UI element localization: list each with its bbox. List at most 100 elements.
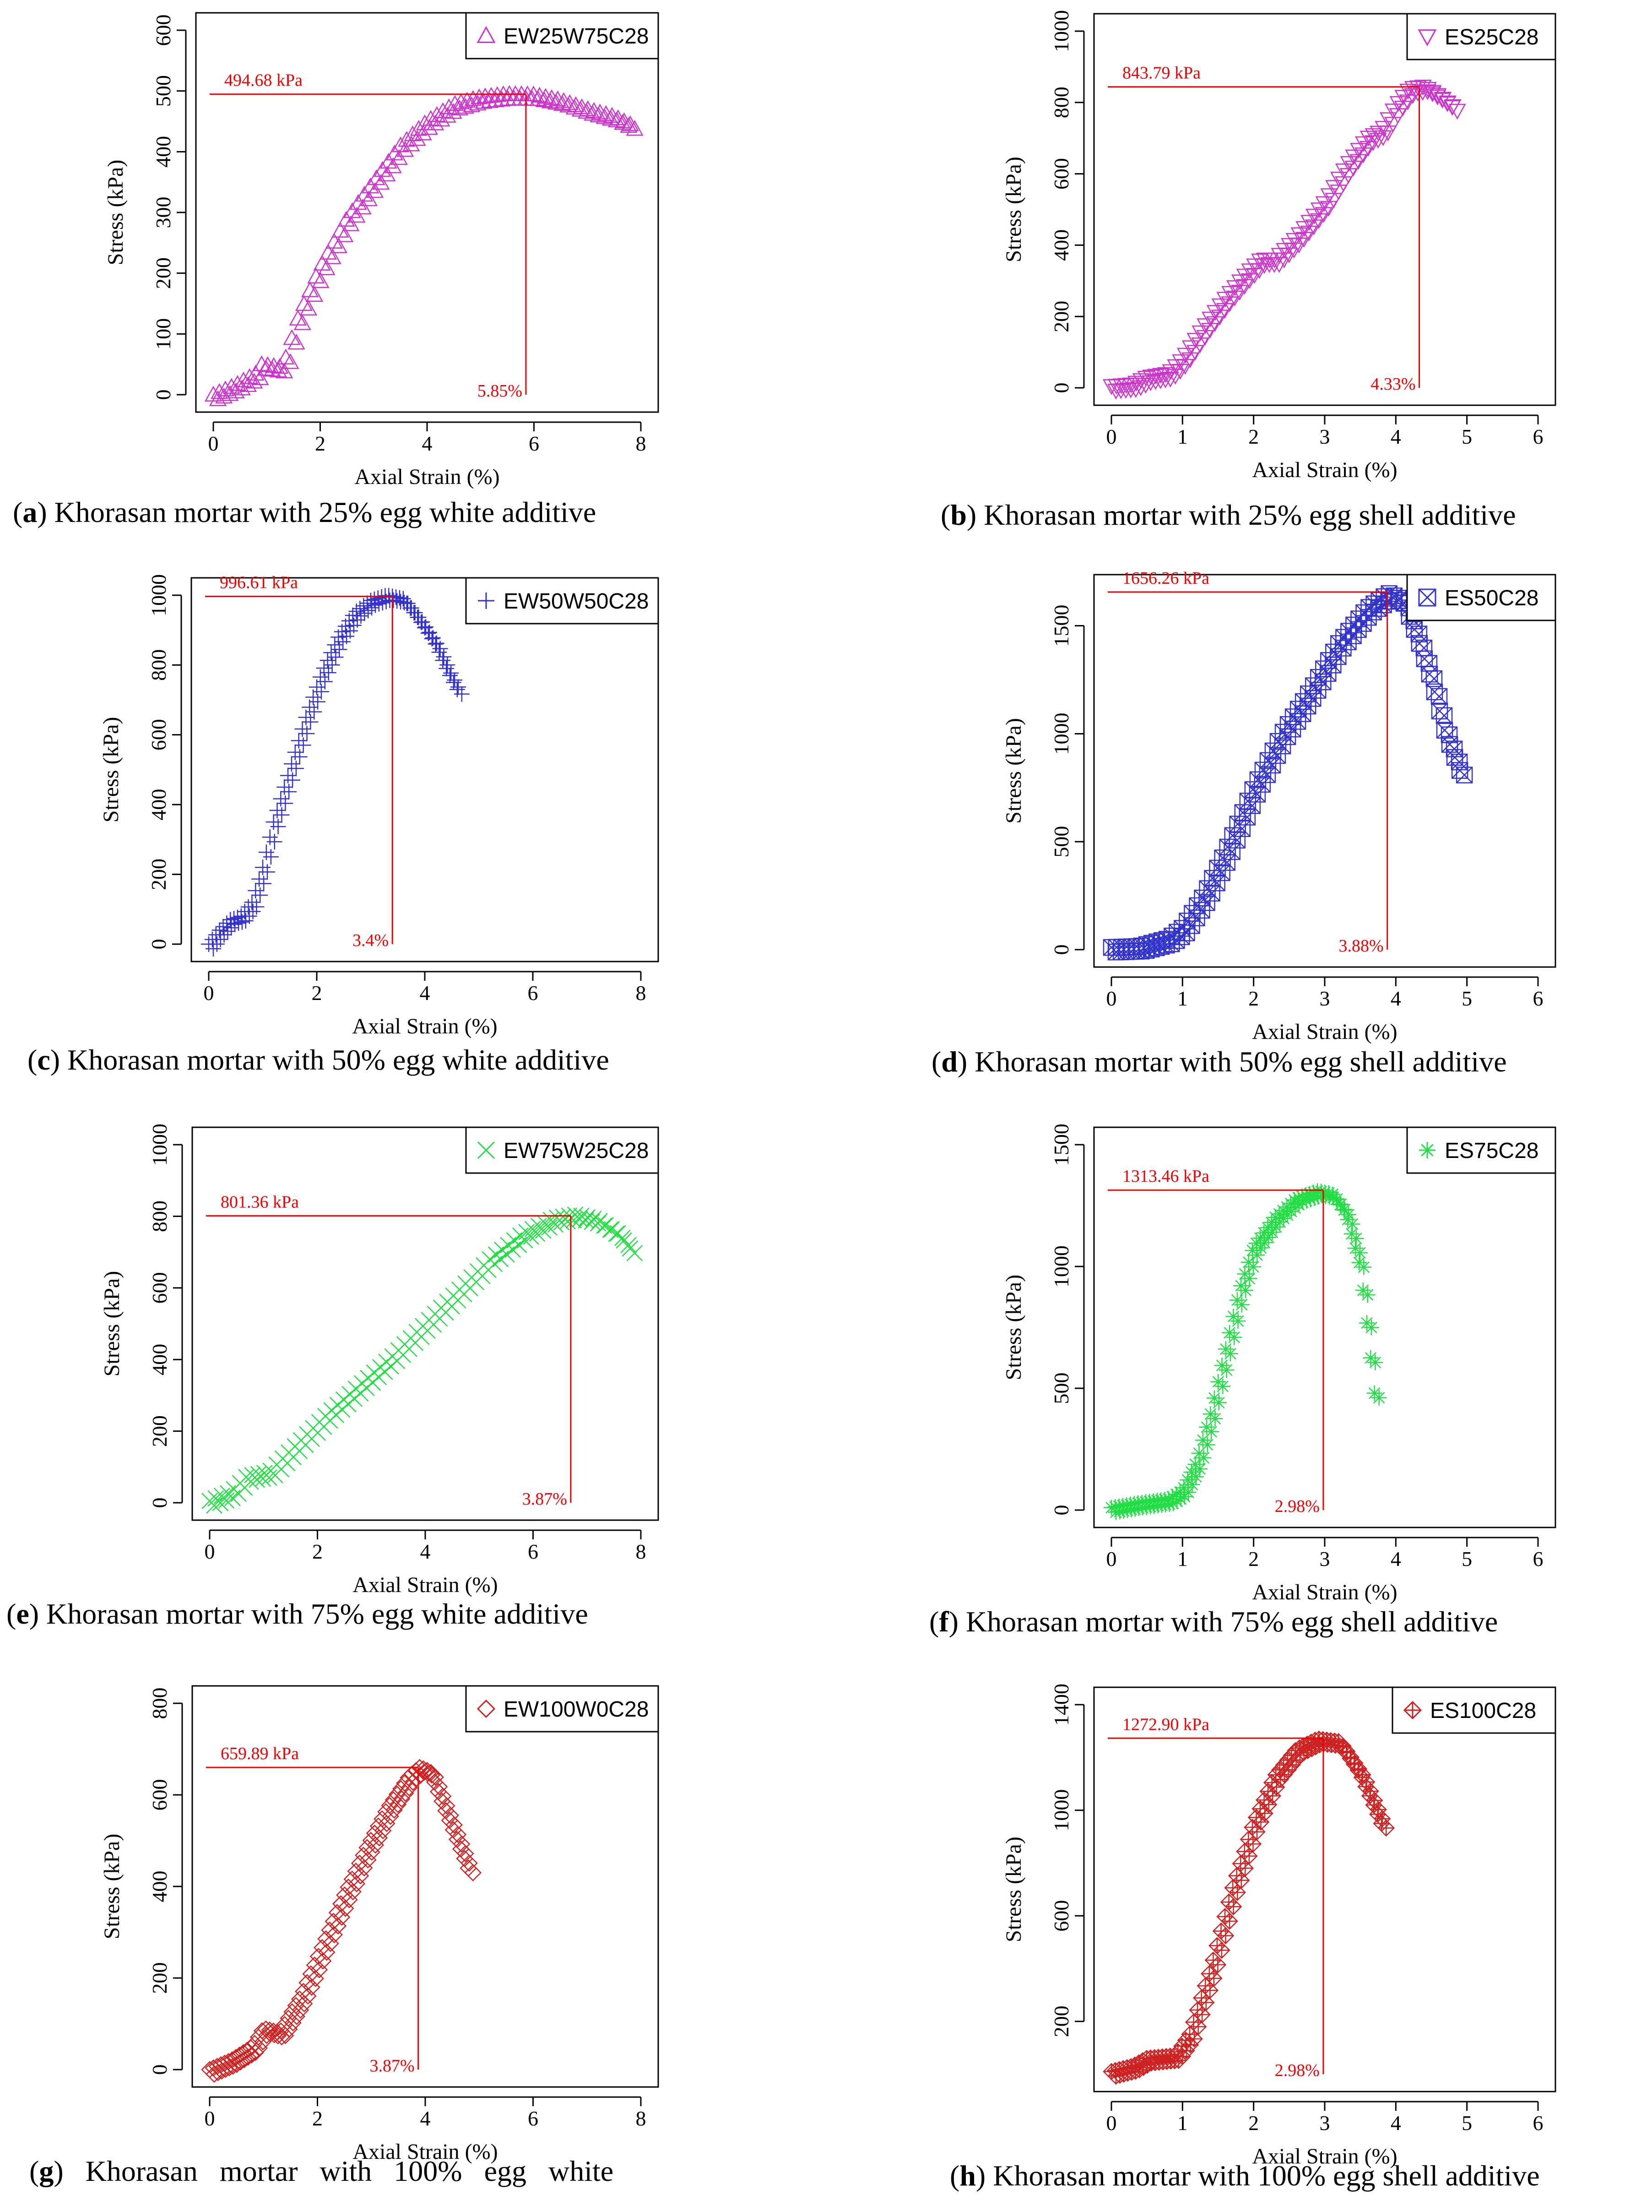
peak-stress-label: 1272.90 kPa [1122,1715,1209,1734]
peak-stress-label: 659.89 kPa [221,1744,299,1763]
peak-stress-label: 996.61 kPa [220,573,298,592]
x-tick-label: 2 [312,2107,323,2130]
x-tick-label: 3 [1320,1547,1330,1571]
data-point [352,1867,369,1885]
data-point [541,1219,558,1236]
data-point [549,90,567,107]
data-point [355,1859,373,1877]
data-point [1173,928,1190,946]
x-tick-label: 6 [1533,425,1544,448]
data-point [292,2001,309,2019]
x-tick-label: 0 [205,2107,215,2130]
x-tick-label: 6 [528,1540,538,1563]
data-point [393,1790,411,1808]
data-point [389,1796,407,1813]
data-point [277,348,295,364]
data-point [370,590,386,606]
data-point [295,1995,313,2012]
x-tick-label: 1 [1177,2111,1188,2135]
data-point [355,185,374,202]
peak-stress-label: 1313.46 kPa [1122,1167,1209,1186]
data-point [1201,311,1219,328]
data-point [476,87,494,103]
x-tick-label: 2 [312,981,322,1005]
data-point [1456,766,1473,783]
x-tick-label: 4 [420,981,430,1005]
x-tick-label: 0 [1106,2111,1117,2135]
y-tick-label: 800 [148,1201,171,1232]
data-point [1244,1835,1262,1853]
legend-box [465,577,659,625]
x-tick-label: 6 [528,2107,538,2130]
chart-panel-d: 0 1 2 3 4 5 6 Axial Strain (%) 0 500 1000 1500 Stres… [1002,569,1556,1044]
data-point [444,103,462,119]
data-point [299,299,318,316]
data-point [1325,1190,1341,1206]
data-point [430,1778,448,1795]
x-tick-label: 8 [636,981,646,1005]
legend-box [465,1126,659,1174]
data-point [436,649,452,665]
data-point [372,174,390,190]
data-point [464,90,482,106]
legend-label: EW100W0C28 [504,1697,649,1722]
x-tick-label: 2 [1248,425,1259,448]
data-point [423,1766,440,1784]
x-tick-label: 5 [1462,987,1472,1010]
data-point [439,657,455,673]
data-point [1310,1189,1326,1205]
data-point [266,834,282,850]
data-point [1264,1224,1280,1240]
data-point [626,1245,643,1261]
data-point [260,864,275,880]
data-point [310,694,326,710]
data-point [1364,135,1382,151]
data-point [229,909,245,925]
data-point [284,2014,302,2032]
data-point [1344,161,1362,177]
y-tick-label: 600 [148,1779,171,1811]
x-tick-label: 5 [1462,1547,1472,1571]
data-point [1236,1859,1254,1877]
data-point [374,1822,392,1839]
legend-marker [1418,588,1436,607]
data-point [470,88,488,104]
legend-marker [477,1699,496,1718]
data-point [1259,766,1276,783]
chart-panel-g: 0 2 4 6 8 Axial Strain (%) 0 200 400 600 800 Stress… [100,1685,659,2164]
data-point [1291,1196,1307,1212]
x-tick-label: 6 [1533,987,1544,1010]
data-point [1176,359,1194,375]
data-point [368,169,385,185]
data-point [1221,1913,1238,1930]
x-tick-label: 1 [1177,987,1188,1010]
data-point [292,749,308,765]
peak-stress-label: 801.36 kPa [221,1192,299,1212]
data-point [1217,1927,1235,1945]
data-point [252,887,268,903]
data-point [262,829,278,845]
data-point [379,152,397,169]
data-point [312,669,328,685]
y-axis-title: Stress (kPa) [103,160,128,266]
data-point [299,726,315,742]
legend-marker [1418,29,1437,47]
data-point [269,2027,287,2044]
caption-h: (h) Khorasan mortar with 100% egg shell … [950,2159,1540,2192]
data-series-b [1102,80,1466,400]
y-axis-title: Stress (kPa) [100,1271,124,1377]
y-tick-label: 1500 [1050,605,1073,647]
data-point [270,819,286,835]
plot-frame [195,12,659,413]
data-point [1253,1240,1269,1256]
y-axis-title: Stress (kPa) [99,717,123,823]
data-point [1211,298,1229,315]
y-tick-label: 200 [152,257,175,289]
data-point [324,657,340,673]
data-point [328,649,344,665]
data-point [325,233,343,249]
data-point [439,661,455,677]
y-tick-label: 400 [148,1871,171,1902]
data-point [452,93,470,109]
data-point [314,684,329,700]
